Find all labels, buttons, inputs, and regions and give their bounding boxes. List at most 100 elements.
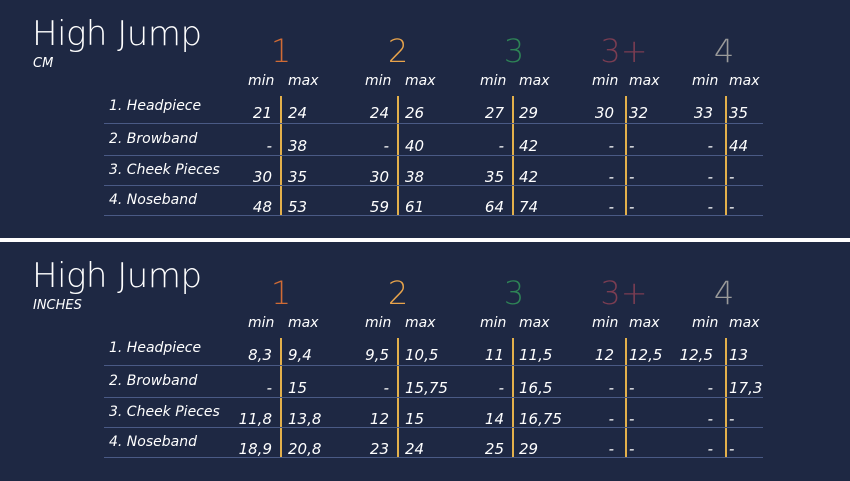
size-header: 3+: [600, 274, 648, 312]
max-value: -: [729, 198, 735, 216]
max-header: max: [405, 73, 436, 89]
min-header: min: [692, 315, 719, 331]
table-panel: High Jump CM 1 min max 2 min max 3 min max 3+ min max…: [0, 0, 850, 238]
max-value: 42: [519, 168, 539, 186]
unit-label: INCHES: [33, 298, 82, 313]
min-value: 11: [484, 346, 504, 364]
size-divider: [512, 96, 514, 216]
max-value: 15: [405, 410, 425, 428]
min-value: -: [266, 137, 272, 155]
max-value: 24: [405, 440, 425, 458]
row-divider: [104, 185, 763, 186]
max-value: -: [629, 379, 635, 397]
max-value: 53: [288, 198, 308, 216]
size-divider: [625, 96, 627, 216]
min-header: min: [592, 73, 619, 89]
min-value: 9,5: [365, 346, 389, 364]
min-value: 12,5: [679, 346, 713, 364]
max-value: 13: [729, 346, 749, 364]
max-value: 44: [729, 137, 749, 155]
max-value: 35: [729, 104, 749, 122]
min-header: min: [592, 315, 619, 331]
max-value: 42: [519, 137, 539, 155]
row-label: 2. Browband: [109, 373, 198, 389]
row-divider: [104, 215, 763, 216]
min-value: 30: [252, 168, 272, 186]
max-value: 35: [288, 168, 308, 186]
row-label: 2. Browband: [109, 131, 198, 147]
max-value: 17,3: [729, 379, 763, 397]
min-value: -: [498, 137, 504, 155]
min-value: 12: [594, 346, 614, 364]
table-panel: High Jump INCHES 1 min max 2 min max 3 min max 3+ mi…: [0, 242, 850, 481]
max-header: max: [288, 315, 319, 331]
min-value: 23: [369, 440, 389, 458]
min-value: -: [608, 379, 614, 397]
size-header: 4: [713, 274, 735, 312]
max-header: max: [288, 73, 319, 89]
max-value: -: [629, 168, 635, 186]
max-header: max: [729, 315, 760, 331]
max-value: -: [729, 168, 735, 186]
size-header: 3: [503, 274, 525, 312]
size-header: 1: [270, 32, 292, 70]
min-header: min: [365, 315, 392, 331]
max-value: -: [629, 198, 635, 216]
min-header: min: [480, 73, 507, 89]
min-value: -: [707, 410, 713, 428]
size-header: 1: [270, 274, 292, 312]
min-value: -: [707, 168, 713, 186]
max-value: 12,5: [629, 346, 663, 364]
min-header: min: [248, 315, 275, 331]
min-value: -: [608, 198, 614, 216]
row-label: 3. Cheek Pieces: [109, 162, 220, 178]
max-header: max: [519, 73, 550, 89]
row-divider: [104, 155, 763, 156]
min-value: -: [608, 440, 614, 458]
min-header: min: [248, 73, 275, 89]
max-value: 40: [405, 137, 425, 155]
min-value: 64: [484, 198, 504, 216]
max-value: 16,5: [519, 379, 553, 397]
size-divider: [397, 338, 399, 458]
max-header: max: [405, 315, 436, 331]
max-header: max: [629, 73, 660, 89]
size-header: 2: [387, 274, 409, 312]
max-value: -: [729, 440, 735, 458]
max-value: 38: [405, 168, 425, 186]
size-divider: [512, 338, 514, 458]
max-value: 10,5: [405, 346, 439, 364]
min-value: 11,8: [238, 410, 272, 428]
max-value: 9,4: [288, 346, 312, 364]
row-divider: [104, 397, 763, 398]
max-value: 15,75: [405, 379, 448, 397]
table-title: High Jump: [32, 256, 202, 296]
min-header: min: [365, 73, 392, 89]
max-value: 61: [405, 198, 425, 216]
size-divider: [625, 338, 627, 458]
row-label: 1. Headpiece: [109, 98, 202, 114]
row-label: 3. Cheek Pieces: [109, 404, 220, 420]
table-title: High Jump: [32, 14, 202, 54]
min-value: -: [608, 137, 614, 155]
min-value: 33: [693, 104, 713, 122]
min-value: 21: [252, 104, 272, 122]
max-value: 29: [519, 104, 539, 122]
min-value: 59: [369, 198, 389, 216]
row-divider: [104, 457, 763, 458]
max-value: 74: [519, 198, 539, 216]
max-value: 24: [288, 104, 308, 122]
max-header: max: [729, 73, 760, 89]
size-divider: [725, 338, 727, 458]
min-value: 48: [252, 198, 272, 216]
min-value: -: [707, 137, 713, 155]
min-header: min: [480, 315, 507, 331]
max-value: 11,5: [519, 346, 553, 364]
max-value: -: [729, 410, 735, 428]
max-value: 32: [629, 104, 649, 122]
row-divider: [104, 365, 763, 366]
size-header: 3+: [600, 32, 648, 70]
row-label: 1. Headpiece: [109, 340, 202, 356]
min-value: 27: [484, 104, 504, 122]
min-value: -: [383, 379, 389, 397]
